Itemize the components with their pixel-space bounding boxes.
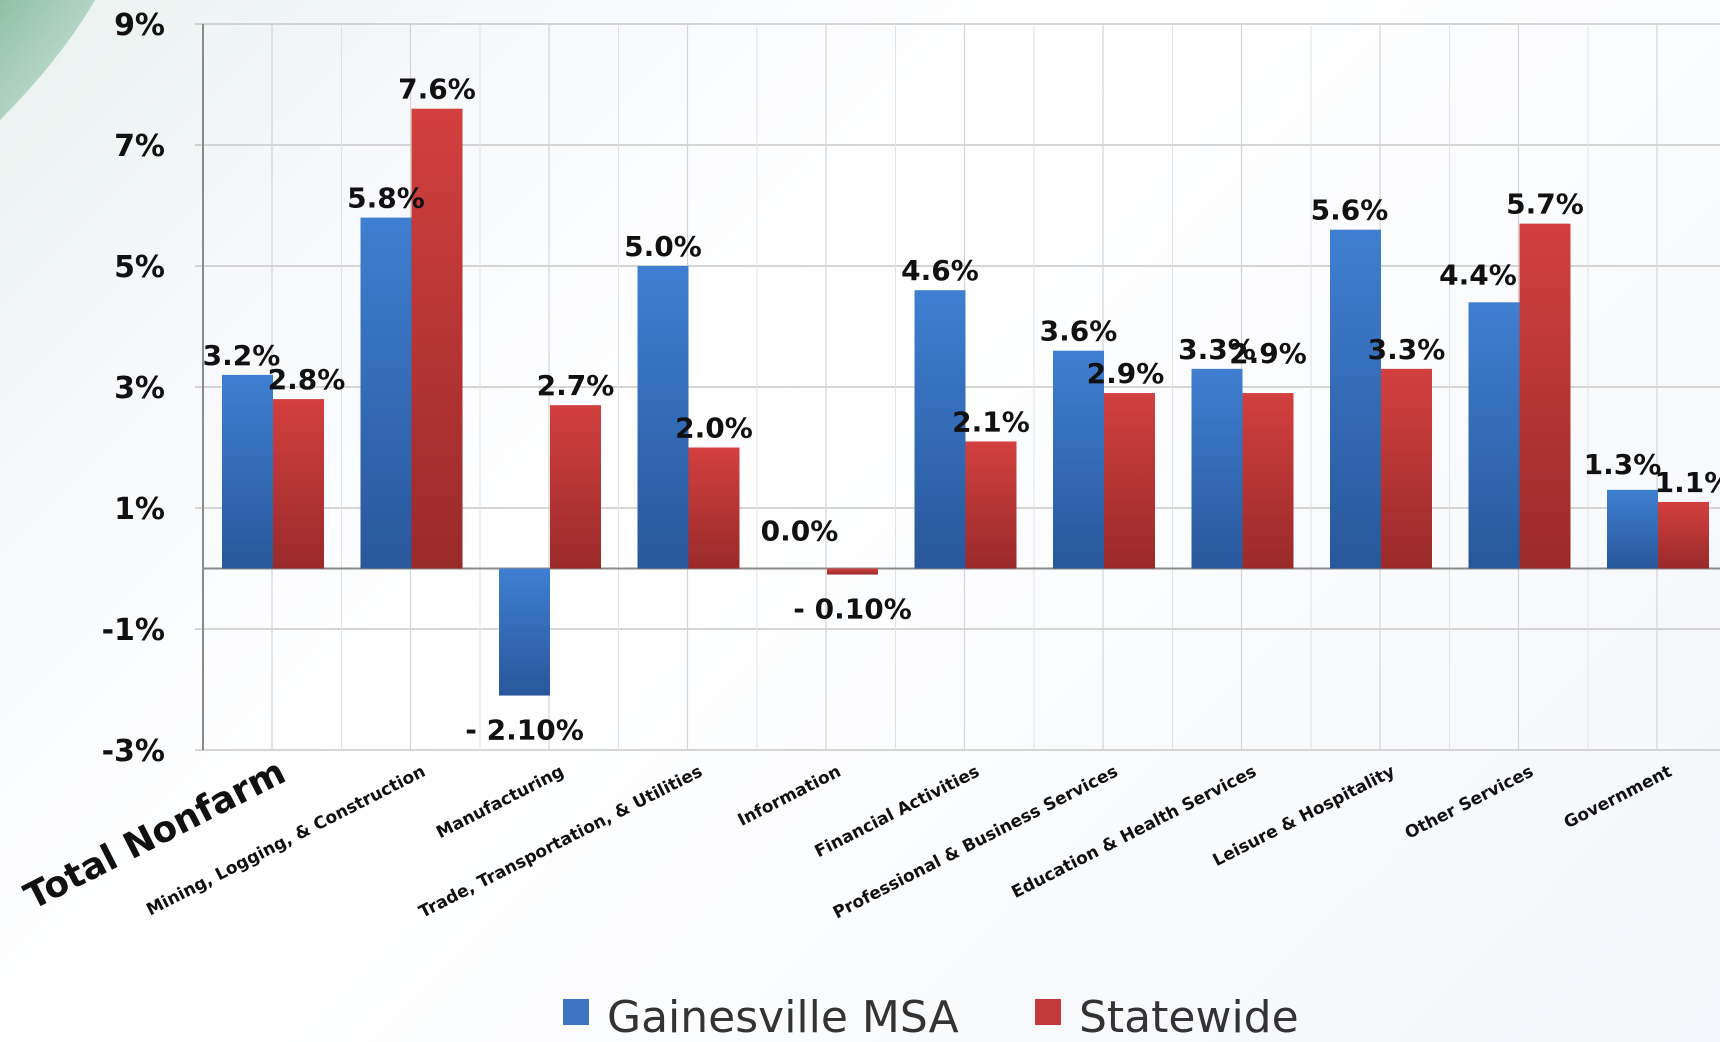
category-label: Education & Health Services: [1008, 762, 1259, 903]
bar-statewide: [827, 568, 878, 575]
data-label: 2.7%: [537, 369, 615, 402]
bar-statewide: [965, 441, 1017, 569]
y-axis: 9% 7% 5% 3% 1% -1% -3%: [102, 8, 1720, 769]
category-label: Other Services: [1402, 762, 1537, 844]
bar-statewide: [1242, 393, 1294, 569]
bar-statewide: [411, 108, 463, 569]
bars: [222, 108, 1709, 696]
bar-statewide: [688, 447, 740, 569]
decorative-leaf: [0, 0, 95, 120]
bar-statewide: [550, 405, 601, 569]
data-label: - 2.10%: [465, 714, 584, 747]
data-label: 0.0%: [761, 515, 839, 548]
data-label: 5.0%: [624, 230, 702, 263]
y-tick-label: 3%: [114, 371, 165, 406]
bar-gainesville: [1330, 229, 1381, 569]
bar-gainesville: [1053, 350, 1104, 569]
data-label: - 0.10%: [793, 593, 912, 626]
y-tick-label: 9%: [114, 8, 165, 43]
bar-gainesville: [360, 217, 412, 569]
data-labels: 3.2% 5.8% - 2.10% 5.0% 0.0% 4.6% 3.6% 3.3% 5.6% 4…: [203, 73, 1720, 747]
data-label: 1.3%: [1584, 448, 1662, 481]
y-tick-label: 1%: [114, 492, 165, 527]
data-label: 5.7%: [1506, 188, 1584, 221]
data-label: 5.8%: [347, 182, 425, 215]
y-tick-label: -1%: [102, 613, 165, 648]
legend-gainesville-label: Gainesville MSA: [607, 992, 959, 1042]
data-label: 2.9%: [1087, 357, 1165, 390]
category-label: Manufacturing: [433, 762, 567, 843]
legend-statewide-label: Statewide: [1079, 992, 1299, 1042]
data-label: 3.3%: [1178, 333, 1256, 366]
bar-gainesville: [222, 374, 273, 569]
data-label: 3.6%: [1040, 315, 1118, 348]
bar-statewide: [1381, 368, 1432, 569]
data-label: 7.6%: [398, 73, 476, 106]
bar-gainesville: [914, 290, 966, 569]
data-label: 1.1%: [1655, 466, 1720, 499]
bar-statewide: [1104, 393, 1155, 569]
legend-gainesville-swatch: [563, 999, 589, 1025]
category-label: Trade, Transportation, & Utilities: [416, 762, 706, 923]
bar-gainesville: [499, 568, 550, 696]
category-label: Total Nonfarm: [18, 751, 292, 918]
data-label: 2.8%: [268, 363, 346, 396]
bar-statewide: [1519, 223, 1571, 569]
legend: Gainesville MSA Statewide: [563, 992, 1299, 1042]
data-label: 2.0%: [675, 412, 753, 445]
data-label: 4.6%: [901, 254, 979, 287]
bar-gainesville: [1468, 302, 1520, 569]
y-tick-label: 7%: [114, 129, 165, 164]
y-tick-label: 5%: [114, 250, 165, 285]
bar-statewide: [273, 399, 324, 569]
data-label: 4.4%: [1439, 258, 1517, 291]
bar-gainesville: [637, 266, 689, 569]
bar-gainesville: [1607, 489, 1658, 569]
y-tick-label: -3%: [102, 734, 165, 769]
category-label: Professional & Business Services: [830, 762, 1121, 924]
data-label: 3.3%: [1368, 333, 1446, 366]
category-label: Information: [735, 762, 845, 831]
category-label: Government: [1561, 762, 1675, 833]
bar-gainesville: [1191, 368, 1243, 569]
data-label: 2.9%: [1229, 337, 1307, 370]
bar-statewide: [1658, 501, 1709, 569]
legend-statewide-swatch: [1035, 999, 1061, 1025]
data-label: 2.1%: [952, 405, 1030, 438]
data-label: 5.6%: [1311, 194, 1389, 227]
data-label: 3.2%: [203, 339, 281, 372]
